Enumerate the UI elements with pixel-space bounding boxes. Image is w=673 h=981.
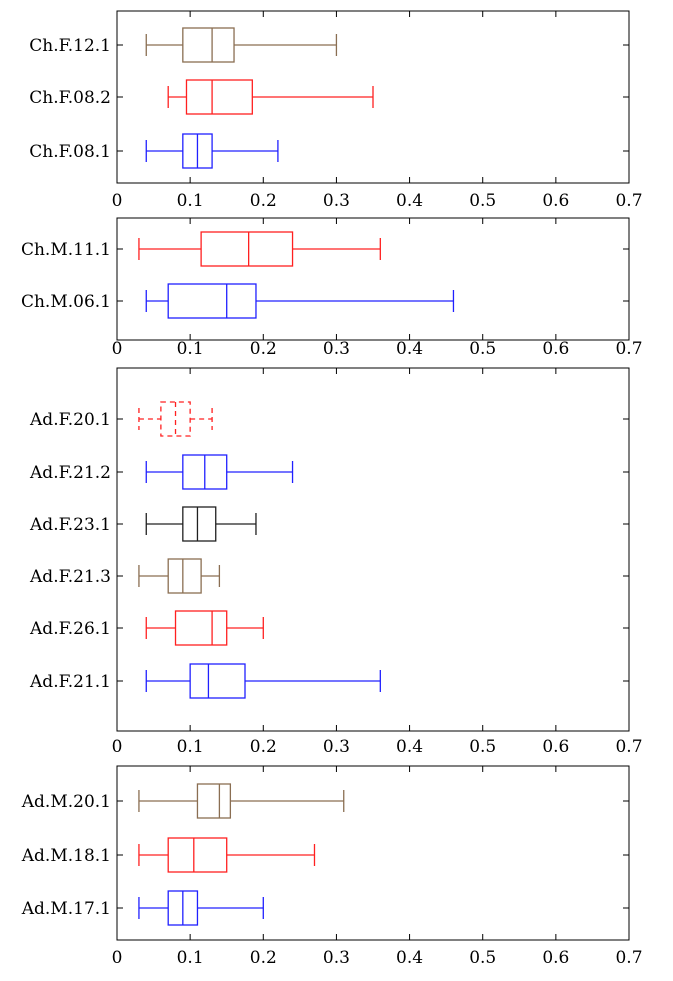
iqr-box [160,401,191,437]
x-tick-label: 0.2 [250,191,277,211]
box-Ch.M.11.1 [138,231,381,267]
category-label: Ch.F.08.1 [29,142,111,162]
x-tick-label: 0.2 [250,737,277,757]
box-Ad.M.18.1 [138,837,316,873]
box-Ad.F.21.2 [145,454,294,490]
box-Ad.F.21.1 [145,663,381,699]
box-Ad.F.23.1 [145,506,257,542]
iqr-box [182,27,235,63]
x-tick-label: 0.4 [396,339,423,359]
plot-frame [116,367,630,732]
x-tick-label: 0 [112,191,123,211]
box-Ad.M.17.1 [138,890,264,926]
iqr-box [185,79,253,115]
box-Ad.F.21.3 [138,558,221,594]
x-tick-label: 0.1 [177,948,204,968]
box-Ch.F.12.1 [145,27,338,63]
box-Ch.F.08.2 [167,79,374,115]
x-tick-label: 0.5 [469,737,496,757]
iqr-box [167,558,202,594]
category-label: Ch.F.08.2 [29,88,111,108]
iqr-box [189,663,246,699]
x-tick-label: 0.3 [323,339,350,359]
x-tick-label: 0 [112,948,123,968]
category-label: Ad.F.26.1 [29,619,111,639]
x-tick-label: 0.1 [177,339,204,359]
x-tick-label: 0.2 [250,339,277,359]
category-label: Ch.M.06.1 [21,292,111,312]
x-tick-label: 0.5 [469,948,496,968]
x-tick-label: 0.4 [396,948,423,968]
x-tick-label: 0.7 [615,737,642,757]
box-Ch.F.08.1 [145,133,279,169]
x-tick-label: 0.4 [396,191,423,211]
boxplot-panel-3: 0 0.1 0.2 0.3 0.4 0.5 0.6 0.7 Ad.F.20.1 Ad.F.21.2… [29,367,643,757]
category-label: Ch.M.11.1 [21,240,111,260]
x-tick-label: 0.7 [615,948,642,968]
x-tick-label: 0.6 [542,737,569,757]
x-tick-label: 0.1 [177,737,204,757]
x-tick-label: 0.1 [177,191,204,211]
category-label: Ad.F.21.1 [29,672,111,692]
boxplot-panel-1: 0 0.1 0.2 0.3 0.4 0.5 0.6 0.7 Ch.F.12.1 Ch.F.08.2… [29,10,643,211]
iqr-box [196,783,232,819]
x-tick-label: 0.5 [469,339,496,359]
x-tick-label: 0.3 [323,191,350,211]
iqr-box [167,283,257,319]
boxplot-panel-4: 0 0.1 0.2 0.3 0.4 0.5 0.6 0.7 Ad.M.20.1 Ad.M.18.1… [21,765,643,968]
iqr-box [174,610,228,646]
x-tick-label: 0.6 [542,339,569,359]
plot-frame [116,217,630,341]
x-tick-label: 0.5 [469,191,496,211]
category-label: Ad.F.21.2 [29,463,111,483]
category-label: Ad.M.20.1 [21,792,111,812]
category-label: Ad.F.20.1 [29,410,111,430]
box-Ch.M.06.1 [145,283,455,319]
x-tick-label: 0.6 [542,191,569,211]
x-tick-label: 0.2 [250,948,277,968]
category-label: Ad.M.18.1 [21,846,111,866]
plot-frame [116,765,630,941]
x-tick-label: 0 [112,737,123,757]
boxplot-panel-2: 0 0.1 0.2 0.3 0.4 0.5 0.6 0.7 Ch.M.11.1 Ch.M.06.1 [21,217,643,359]
box-Ad.F.20.1 [138,401,213,437]
category-label: Ch.F.12.1 [29,36,111,56]
box-Ad.M.20.1 [138,783,345,819]
category-label: Ad.F.23.1 [29,515,111,535]
category-label: Ad.F.21.3 [29,567,111,587]
x-tick-label: 0.4 [396,737,423,757]
category-label: Ad.M.17.1 [21,899,111,919]
iqr-box [200,231,294,267]
x-tick-label: 0.7 [615,339,642,359]
iqr-box [182,506,217,542]
x-tick-label: 0.7 [615,191,642,211]
x-tick-label: 0.3 [323,737,350,757]
x-tick-label: 0 [112,339,123,359]
x-tick-label: 0.3 [323,948,350,968]
iqr-box [167,837,228,873]
x-tick-label: 0.6 [542,948,569,968]
box-Ad.F.26.1 [145,610,264,646]
